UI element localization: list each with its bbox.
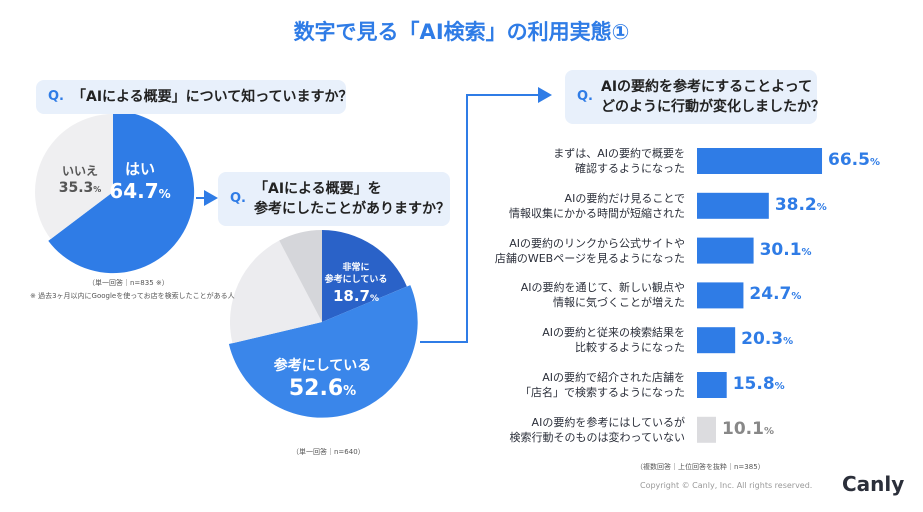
sample-note: （複数回答｜上位回答を抜粋｜n=385） (636, 463, 765, 471)
pie-slice (230, 240, 322, 344)
bar (697, 237, 754, 264)
bar (697, 148, 823, 174)
footnote: ※ 過去3ヶ月以内にGoogleを使ってお店を検索したことがある人 (30, 292, 235, 300)
bar-value-label: 66.5% (828, 150, 880, 170)
logo: Canly (842, 472, 905, 496)
question-mark: Q. (48, 89, 64, 104)
page-title: 数字で見る「AI検索」の利用実態① (293, 20, 630, 44)
bar-value-label: 24.7% (749, 284, 802, 305)
bar-category: まずは、AIの要約で概要を 確認するようになった (553, 147, 685, 175)
pie-slice (279, 230, 322, 322)
slice-label: 参考にしている (273, 358, 372, 374)
sample-note: （単一回答｜n=835 ※） (88, 279, 169, 287)
question-text: AIの要約を参考にすることよって どのように行動が変化しましたか？ (601, 79, 825, 115)
question-mark: Q. (577, 89, 593, 104)
bar (697, 192, 769, 219)
bar (697, 416, 716, 443)
bar (697, 372, 727, 398)
question-text: 「AIによる概要」を 参考にしたことがありますか？ (254, 181, 450, 217)
copyright: Copyright © Canly, Inc. All rights reser… (640, 481, 813, 490)
slice-value: 52.6% (288, 376, 357, 401)
bar (697, 327, 736, 354)
slice-label: 非常に 参考にしている (324, 263, 388, 285)
bar-value-label: 15.8% (732, 374, 785, 394)
bar-category: AIの要約を参考にはしているが 検索行動そのものは変わっていない (509, 415, 685, 444)
question-box (218, 172, 450, 226)
slice-label: はい (124, 160, 155, 178)
sample-note: （単一回答｜n=640） (292, 448, 365, 456)
arrow (420, 87, 552, 343)
question-text: 「AIによる概要」について知っていますか？ (72, 89, 353, 105)
bar-category: AIの要約を通じて、新しい観点や 情報に気づくことが増えた (520, 281, 685, 310)
pie-slice (48, 110, 195, 274)
bar-category: AIの要約で紹介された店舗を 「店名」で検索するようになった (520, 371, 685, 399)
bar-value-label: 30.1% (759, 239, 812, 260)
pie-slice (322, 230, 407, 322)
question-box (36, 80, 346, 114)
pie-slice (228, 285, 418, 418)
question-mark: Q. (230, 191, 246, 206)
slice-value: 18.7% (332, 287, 380, 305)
bar-category: AIの要約だけ見ることで 情報収集にかかる時間が短縮された (509, 191, 685, 220)
bar-category: AIの要約と従来の検索結果を 比較するようになった (542, 326, 685, 355)
bar-category: AIの要約のリンクから公式サイトや 店舗のWEBページを見るようになった (494, 236, 685, 265)
bar-value-label: 38.2% (774, 194, 827, 215)
slice-value: 64.7% (109, 179, 171, 203)
bar (697, 282, 744, 309)
bar-value-label: 20.3% (741, 329, 794, 350)
slice-label: いいえ (61, 164, 98, 178)
pie-slice (34, 114, 113, 240)
slice-value: 35.3% (58, 180, 102, 196)
bar-value-label: 10.1% (721, 418, 774, 439)
question-box (565, 70, 817, 124)
